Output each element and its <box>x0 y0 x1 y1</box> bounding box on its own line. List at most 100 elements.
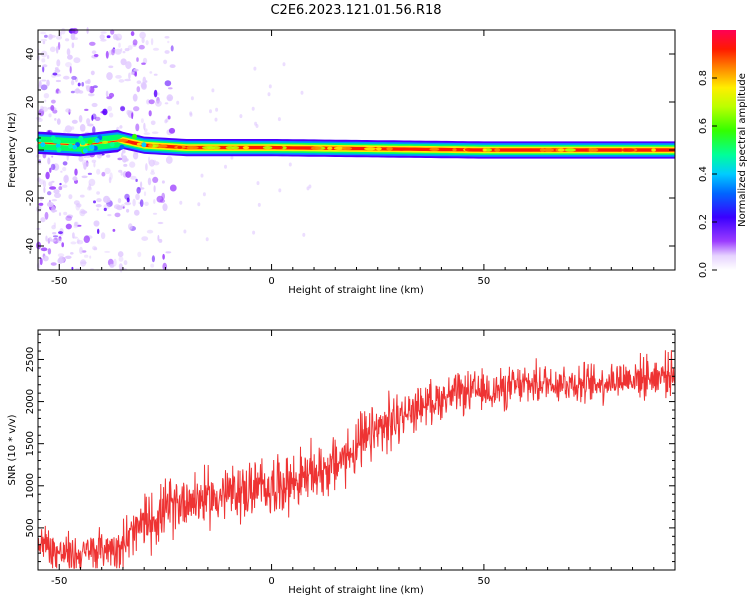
noise-blob <box>267 92 271 97</box>
noise-blob <box>148 159 155 167</box>
snr-xlabel: Height of straight line (km) <box>288 585 424 596</box>
noise-blob <box>205 237 209 242</box>
noise-blob <box>105 90 109 98</box>
colorbar-tick-label: 0.0 <box>698 262 709 278</box>
ridge-peak <box>310 146 322 150</box>
noise-blob <box>85 80 89 84</box>
noise-blob <box>197 202 201 207</box>
noise-blob <box>71 75 77 80</box>
noise-blob <box>127 45 133 50</box>
noise-blob <box>40 50 48 58</box>
y-tick-label: -20 <box>25 190 36 206</box>
noise-blob <box>38 80 42 88</box>
noise-blob <box>83 235 91 243</box>
noise-blob <box>118 79 125 83</box>
noise-blob <box>58 212 62 217</box>
noise-blob <box>42 64 48 68</box>
noise-blob <box>42 65 45 73</box>
noise-blob <box>179 200 183 205</box>
colorbar-label: Normalized spectral amplitude <box>737 73 748 227</box>
noise-blob <box>100 31 107 34</box>
ridge-peak <box>494 148 501 152</box>
noise-blob <box>40 217 46 223</box>
spectrogram-ylabel: Frequency (Hz) <box>7 112 18 188</box>
noise-blob <box>100 38 107 42</box>
y-tick-label: 40 <box>25 48 36 61</box>
noise-blob <box>40 247 48 252</box>
noise-blob <box>70 241 77 245</box>
noise-blob <box>132 93 138 102</box>
noise-blob <box>65 38 70 42</box>
noise-blob <box>253 66 257 71</box>
noise-blob <box>108 176 112 184</box>
noise-blob <box>93 200 96 204</box>
noise-blob <box>211 88 215 93</box>
noise-blob <box>141 37 145 44</box>
noise-blob <box>104 250 111 253</box>
noise-blob <box>46 79 50 87</box>
ridge-speck <box>87 139 93 145</box>
noise-blob <box>139 199 144 208</box>
y-tick-label: 1500 <box>25 431 36 456</box>
ridge-peak <box>452 148 457 152</box>
noise-blob <box>71 119 78 124</box>
noise-blob <box>145 163 148 171</box>
noise-blob <box>108 65 114 69</box>
noise-blob <box>42 180 47 188</box>
noise-blob <box>96 198 102 203</box>
ridge-peak <box>157 144 168 148</box>
noise-blob <box>124 201 132 206</box>
noise-blob <box>49 167 52 173</box>
noise-blob <box>50 163 56 171</box>
noise-blob <box>168 127 176 134</box>
noise-blob <box>117 198 122 204</box>
noise-blob <box>117 157 123 161</box>
noise-blob <box>45 235 48 242</box>
noise-blob <box>134 209 140 216</box>
noise-blob <box>58 231 63 235</box>
noise-blob <box>110 48 115 56</box>
noise-blob <box>131 112 134 120</box>
noise-blob <box>100 232 106 240</box>
noise-blob <box>62 161 68 166</box>
ridge-peak <box>136 142 142 146</box>
noise-blob <box>123 163 128 167</box>
ridge-peak <box>148 144 153 148</box>
colorbar-gradient <box>712 30 736 270</box>
noise-blob <box>76 203 82 208</box>
noise-blob <box>157 92 160 96</box>
ridge-peak <box>564 148 577 152</box>
ridge-peak <box>188 146 199 150</box>
ridge-speck <box>55 143 61 149</box>
ridge-peak <box>273 146 284 150</box>
noise-blob <box>46 55 50 59</box>
y-tick-label: 2000 <box>25 389 36 414</box>
noise-blob <box>144 128 148 133</box>
noise-blob <box>161 180 165 184</box>
noise-blob <box>56 238 62 243</box>
ridge-speck <box>141 142 147 148</box>
noise-blob <box>76 238 80 244</box>
noise-blob <box>153 73 158 76</box>
noise-blob <box>39 257 43 266</box>
noise-blob <box>132 198 136 207</box>
noise-blob <box>105 50 109 59</box>
noise-blob <box>183 229 187 234</box>
noise-blob <box>128 72 131 80</box>
noise-blob <box>169 184 177 192</box>
noise-blob <box>43 186 46 193</box>
noise-blob <box>150 171 156 175</box>
noise-blob <box>58 186 63 191</box>
noise-blob <box>88 183 92 190</box>
noise-blob <box>51 225 56 230</box>
noise-blob <box>113 204 121 210</box>
ridge-peak <box>242 146 250 150</box>
noise-blob <box>79 124 86 132</box>
noise-blob <box>169 64 176 68</box>
ridge-peak <box>482 148 487 152</box>
noise-blob <box>151 255 155 263</box>
noise-blob <box>124 48 130 52</box>
noise-blob <box>91 102 98 108</box>
noise-blob <box>66 214 74 219</box>
noise-blob <box>202 192 206 197</box>
